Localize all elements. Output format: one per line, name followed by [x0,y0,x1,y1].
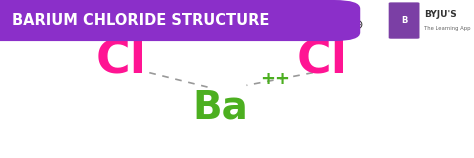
Text: BYJU'S: BYJU'S [424,10,457,19]
Text: ⊖: ⊖ [352,18,364,32]
PathPatch shape [0,0,360,41]
Text: Ba: Ba [192,88,248,126]
Text: Cl: Cl [297,38,348,82]
Text: ++: ++ [260,70,290,88]
Text: ⊖: ⊖ [151,18,162,32]
Text: BARIUM CHLORIDE STRUCTURE: BARIUM CHLORIDE STRUCTURE [12,13,269,28]
Text: B: B [401,16,407,25]
Text: The Learning App: The Learning App [424,26,471,31]
Text: Cl: Cl [95,38,146,82]
FancyBboxPatch shape [389,2,419,39]
